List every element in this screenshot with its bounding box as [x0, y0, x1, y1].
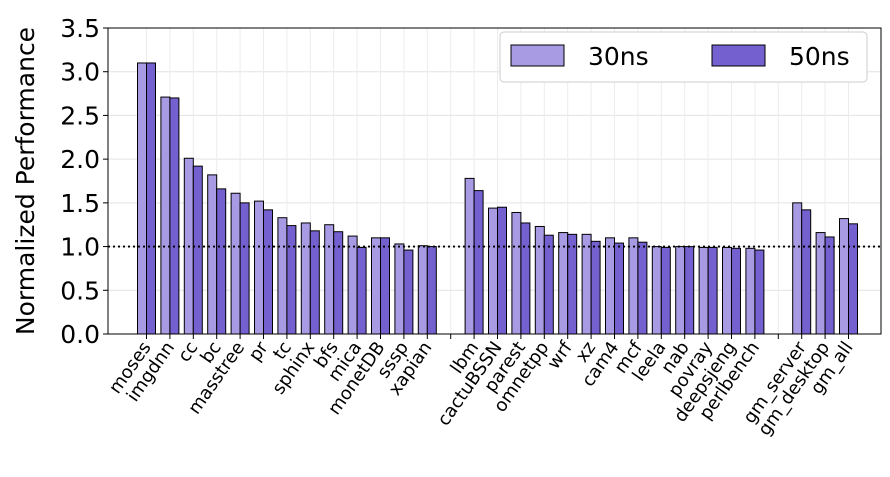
legend-swatch-30ns [510, 44, 565, 67]
bar-50ns-cc [192, 165, 203, 335]
y-tick-label: 0.5 [60, 276, 100, 305]
y-tick-label: 3.0 [60, 58, 100, 87]
x-axis: mosesimgdnnccbcmasstreeprtcsphinxbfsmica… [105, 334, 858, 440]
bar-50ns-monetDB [380, 237, 390, 335]
bar-30ns-mica [347, 235, 358, 335]
bar-30ns-deepsjeng [722, 246, 732, 335]
bar-30ns-cactuBSSN [488, 207, 498, 335]
bar-30ns-leela [651, 246, 662, 335]
legend-swatch-50ns [711, 44, 766, 67]
bar-30ns-sssp [394, 243, 405, 335]
bar-50ns-gm_desktop [824, 236, 835, 335]
legend-label-30ns: 30ns [588, 42, 649, 71]
bar-50ns-tc [286, 225, 297, 335]
bar-30ns-cam4 [605, 237, 615, 335]
bar-50ns-xz [590, 240, 601, 335]
y-tick-label: 0.0 [60, 320, 100, 349]
bar-50ns-pr [263, 209, 273, 335]
bar-30ns-gm_server [792, 202, 803, 335]
bar-50ns-cactuBSSN [497, 206, 507, 335]
bar-50ns-sssp [403, 249, 414, 335]
bar-50ns-perlbench [754, 249, 765, 335]
y-tick-label: 1.0 [60, 233, 100, 262]
bar-30ns-pr [254, 200, 264, 335]
legend-frame [499, 31, 868, 83]
bar-30ns-sphinx [300, 222, 311, 335]
bar-30ns-imgdnn [160, 96, 171, 335]
bar-30ns-wrf [558, 232, 569, 335]
bar-30ns-perlbench [745, 247, 756, 335]
bar-30ns-xz [581, 233, 592, 335]
bar-30ns-moses [137, 62, 147, 335]
bar-50ns-gm_all [848, 223, 858, 335]
bar-50ns-nab [684, 246, 695, 335]
bar-30ns-povray [698, 246, 709, 335]
legend: 30ns 50ns [499, 31, 868, 83]
bar-30ns-nab [675, 246, 686, 335]
y-tick-label: 2.0 [60, 145, 100, 174]
bar-30ns-xapian [417, 245, 428, 335]
bar-50ns-leela [660, 246, 671, 335]
bar-50ns-imgdnn [169, 97, 180, 335]
bar-30ns-omnetpp [534, 225, 545, 335]
plot-area-frame [107, 27, 882, 335]
y-axis-label: Normalized Performance [11, 27, 40, 335]
bar-50ns-parest [520, 222, 531, 335]
bar-50ns-mcf [637, 241, 648, 335]
bar-50ns-mica [356, 246, 367, 335]
y-tick-label: 2.5 [60, 101, 100, 130]
bar-50ns-masstree [239, 202, 250, 335]
bar-50ns-wrf [567, 233, 578, 335]
bar-50ns-bc [216, 188, 227, 335]
bar-30ns-gm_desktop [815, 232, 826, 335]
bar-50ns-omnetpp [543, 234, 554, 335]
bar-50ns-deepsjeng [731, 247, 741, 335]
bar-30ns-gm_all [839, 218, 849, 335]
legend-label-50ns: 50ns [789, 42, 850, 71]
bars [137, 62, 858, 335]
bar-50ns-moses [146, 62, 156, 335]
bar-30ns-masstree [230, 192, 241, 335]
y-axis: 0.0 0.5 1.0 1.5 2.0 2.5 3.0 3.5 [60, 14, 108, 349]
bar-30ns-lbm [464, 177, 475, 335]
bar-30ns-parest [511, 211, 522, 335]
bar-50ns-cam4 [614, 242, 624, 335]
y-tick-label: 1.5 [60, 189, 100, 218]
bar-30ns-mcf [628, 237, 639, 335]
bar-30ns-monetDB [371, 237, 381, 335]
bar-30ns-tc [277, 217, 288, 335]
bar-30ns-bc [207, 174, 218, 335]
bar-50ns-lbm [473, 190, 484, 335]
bar-50ns-gm_server [801, 209, 812, 335]
bar-50ns-xapian [426, 246, 437, 335]
bar-30ns-bfs [324, 224, 335, 335]
bar-50ns-povray [707, 246, 718, 335]
y-tick-label: 3.5 [60, 14, 100, 43]
